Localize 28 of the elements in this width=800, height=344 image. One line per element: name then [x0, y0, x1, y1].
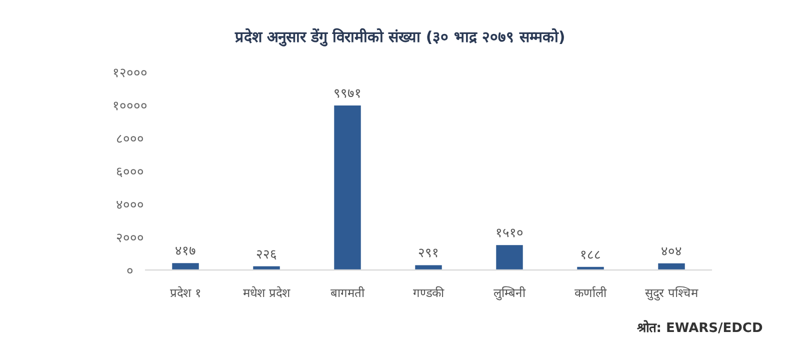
- y-tick-label: ४०००: [116, 198, 144, 213]
- bar: [334, 105, 361, 270]
- bar: [172, 263, 199, 270]
- y-tick-label: ६०००: [116, 165, 144, 180]
- data-label: ४०४: [661, 244, 682, 260]
- y-tick-label: ०: [126, 264, 134, 279]
- x-tick-label: कर्णाली: [574, 286, 608, 300]
- data-label: ४१७: [175, 244, 196, 260]
- data-label: २२६: [256, 247, 277, 262]
- x-tick-label: मधेश प्रदेश: [243, 286, 291, 300]
- data-label: २९१: [418, 246, 439, 262]
- bar: [415, 265, 442, 270]
- text: श्रोत: EWARS/EDCD: [636, 320, 763, 336]
- y-tick-label: ८०००: [116, 132, 144, 147]
- x-tick-label: बागमती: [330, 286, 366, 300]
- data-label: १५१०: [496, 226, 524, 242]
- bar: [496, 245, 523, 270]
- y-tick-label: १००००: [112, 99, 148, 114]
- data-label: १८८: [580, 248, 601, 263]
- chart-title: प्रदेश अनुसार डेंगु विरामीको संख्या (३० भाद्र २०७९ सम्मको): [234, 28, 566, 47]
- x-tick-label: प्रदेश १: [170, 286, 201, 300]
- y-tick-label: १२०००: [112, 66, 148, 81]
- x-tick-label: गण्डकी: [413, 286, 445, 300]
- data-label: ९९७१: [334, 86, 362, 102]
- y-tick-label: २०००: [116, 231, 144, 246]
- x-tick-label: सुदुर पश्चिम: [645, 286, 699, 301]
- bar: [658, 263, 685, 270]
- x-tick-label: लुम्बिनी: [494, 286, 526, 301]
